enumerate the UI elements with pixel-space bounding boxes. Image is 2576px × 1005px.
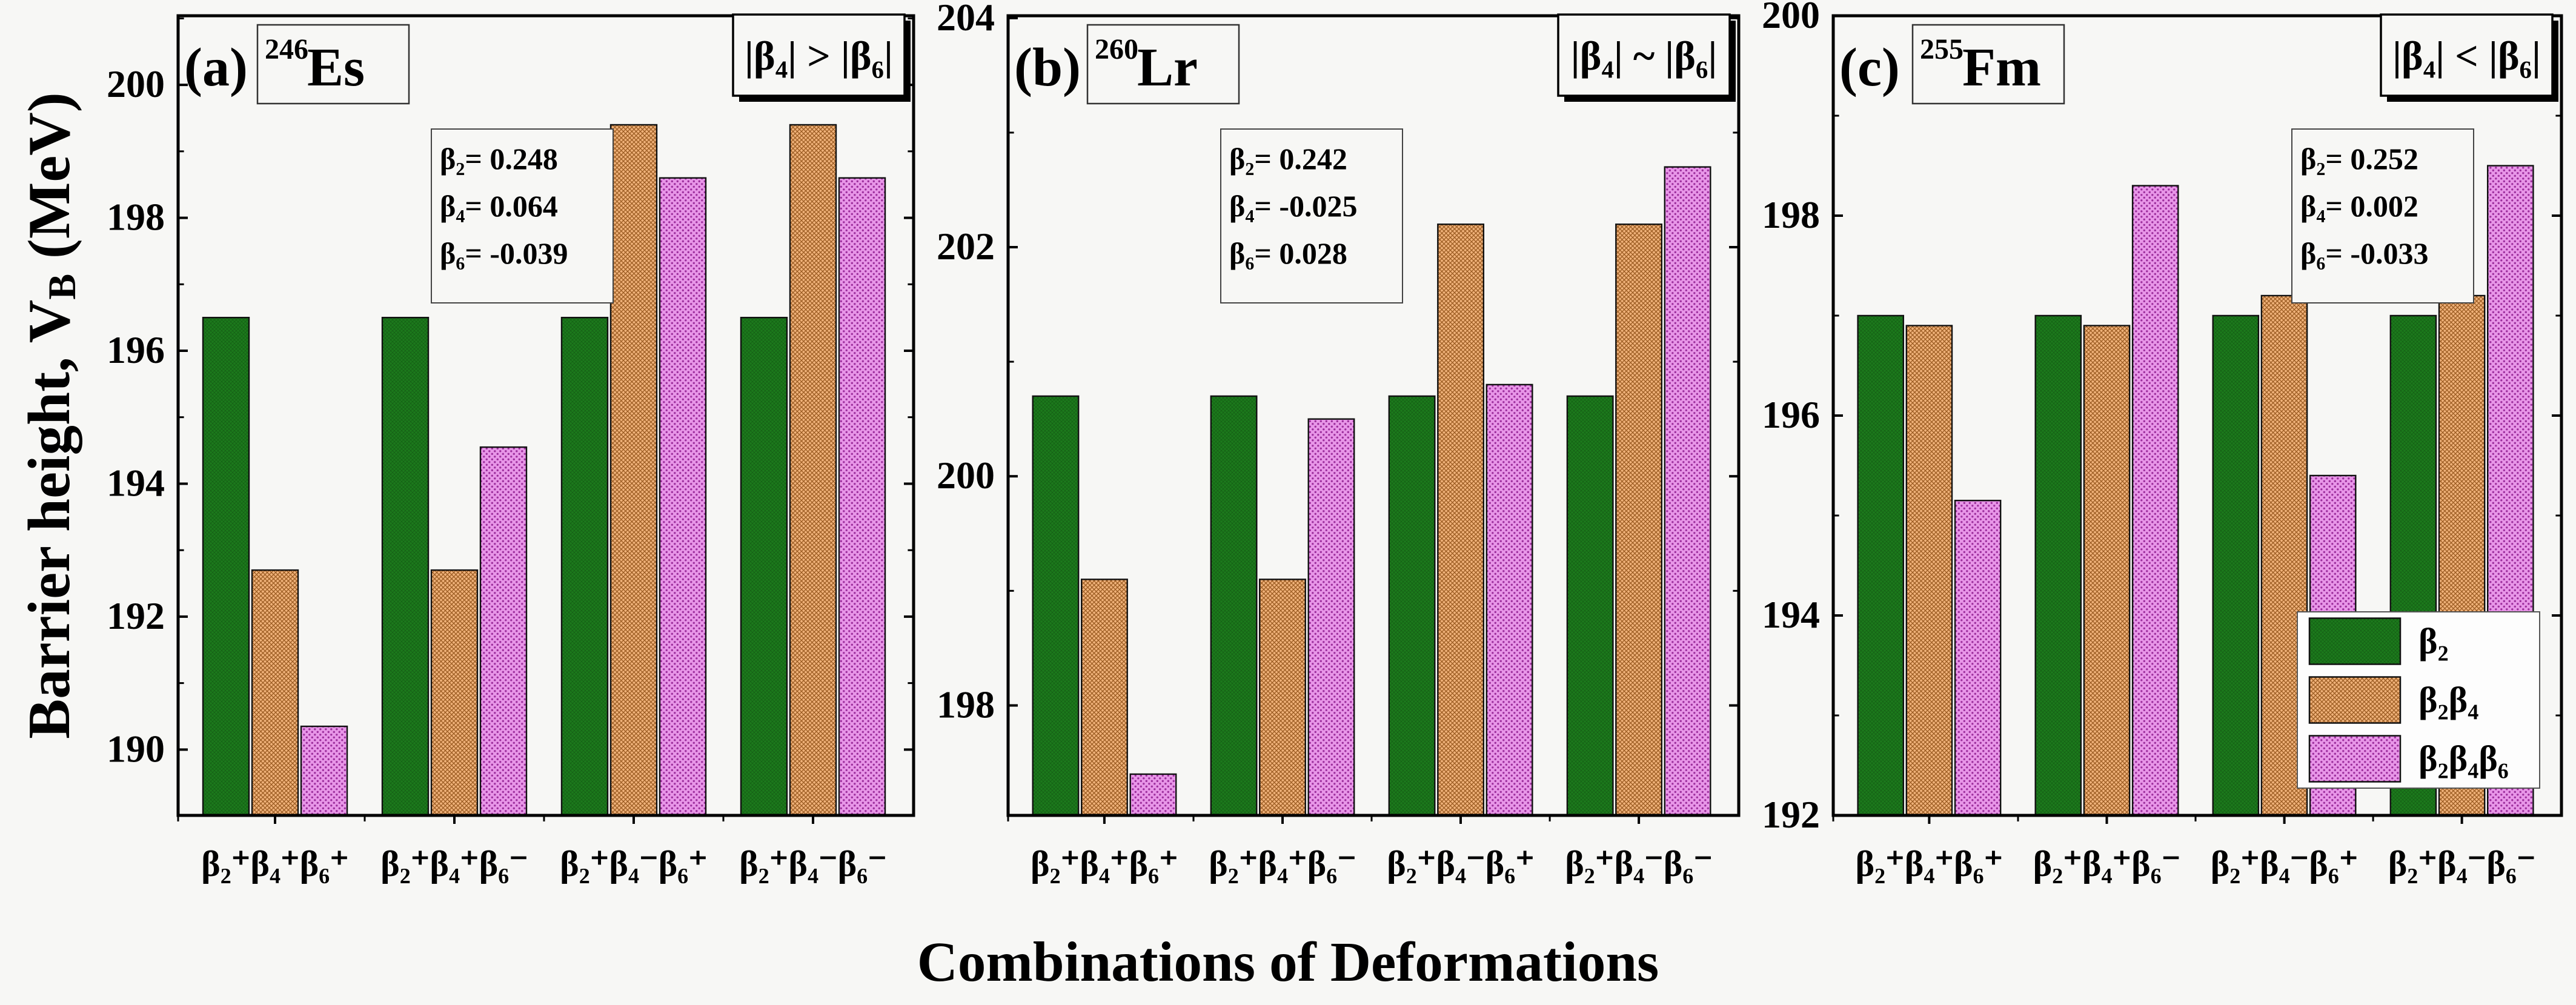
svg-text:β₂⁺β₄⁻β₆⁻: β₂⁺β₄⁻β₆⁻ [739, 844, 887, 884]
svg-text:|β₄| < |β₆|: |β₄| < |β₆| [2392, 33, 2541, 79]
svg-text:β₂β₄β₆: β₂β₄β₆ [2418, 739, 2509, 779]
svg-text:β₂⁺β₄⁻β₆⁺: β₂⁺β₄⁻β₆⁺ [2211, 844, 2359, 884]
svg-text:196: 196 [1762, 393, 1820, 436]
svg-text:β₄= -0.025: β₄= -0.025 [1229, 189, 1357, 223]
svg-text:|β₄| ~ |β₆|: |β₄| ~ |β₆| [1571, 33, 1718, 79]
svg-text:|β₄| > |β₆|: |β₄| > |β₆| [745, 33, 893, 79]
svg-text:β₂⁺β₄⁻β₆⁻: β₂⁺β₄⁻β₆⁻ [1565, 844, 1713, 884]
svg-text:β₂⁺β₄⁺β₆⁻: β₂⁺β₄⁺β₆⁻ [1209, 844, 1356, 884]
svg-text:Fm: Fm [1962, 38, 2041, 98]
svg-text:β₄= 0.064: β₄= 0.064 [440, 189, 558, 223]
svg-text:(c): (c) [1839, 38, 1900, 98]
svg-text:190: 190 [107, 727, 165, 770]
svg-text:β₂⁺β₄⁺β₆⁺: β₂⁺β₄⁺β₆⁺ [1855, 844, 2003, 884]
svg-text:β₂= 0.248: β₂= 0.248 [440, 142, 558, 176]
svg-text:β₂⁺β₄⁺β₆⁺: β₂⁺β₄⁺β₆⁺ [201, 844, 349, 884]
svg-text:246: 246 [265, 33, 308, 65]
svg-text:198: 198 [937, 683, 995, 726]
svg-text:β₂⁺β₄⁺β₆⁻: β₂⁺β₄⁺β₆⁻ [2033, 844, 2181, 884]
svg-text:Es: Es [307, 38, 365, 98]
svg-text:β₆= -0.039: β₆= -0.039 [440, 236, 568, 270]
svg-text:β₂⁺β₄⁻β₆⁺: β₂⁺β₄⁻β₆⁺ [560, 844, 708, 884]
svg-text:196: 196 [107, 328, 165, 371]
svg-text:β₂β₄: β₂β₄ [2418, 680, 2478, 720]
svg-text:β₂⁺β₄⁻β₆⁻: β₂⁺β₄⁻β₆⁻ [2388, 844, 2536, 884]
svg-text:204: 204 [937, 0, 995, 39]
svg-text:β₂: β₂ [2418, 622, 2449, 662]
svg-text:194: 194 [1762, 593, 1820, 636]
svg-text:β₆= 0.028: β₆= 0.028 [1229, 236, 1347, 270]
svg-text:200: 200 [1762, 0, 1820, 36]
svg-text:β₂⁺β₄⁻β₆⁺: β₂⁺β₄⁻β₆⁺ [1387, 844, 1535, 884]
svg-text:194: 194 [107, 462, 165, 505]
svg-text:198: 198 [107, 196, 165, 239]
svg-text:(a): (a) [184, 38, 248, 98]
svg-text:200: 200 [937, 454, 995, 497]
svg-text:260: 260 [1095, 33, 1138, 65]
svg-text:Lr: Lr [1137, 38, 1198, 98]
svg-text:β₄= 0.002: β₄= 0.002 [2300, 189, 2418, 223]
svg-text:β₂= 0.242: β₂= 0.242 [1229, 142, 1347, 176]
svg-text:198: 198 [1762, 193, 1820, 236]
svg-text:192: 192 [1762, 793, 1820, 836]
svg-text:β₂= 0.252: β₂= 0.252 [2300, 142, 2418, 176]
svg-text:202: 202 [937, 225, 995, 268]
svg-text:192: 192 [107, 594, 165, 637]
svg-text:255: 255 [1920, 33, 1964, 65]
svg-text:(b): (b) [1014, 38, 1081, 98]
svg-text:β₆= -0.033: β₆= -0.033 [2300, 236, 2428, 270]
svg-text:β₂⁺β₄⁺β₆⁺: β₂⁺β₄⁺β₆⁺ [1031, 844, 1178, 884]
svg-text:200: 200 [107, 62, 165, 105]
svg-text:β₂⁺β₄⁺β₆⁻: β₂⁺β₄⁺β₆⁻ [380, 844, 528, 884]
